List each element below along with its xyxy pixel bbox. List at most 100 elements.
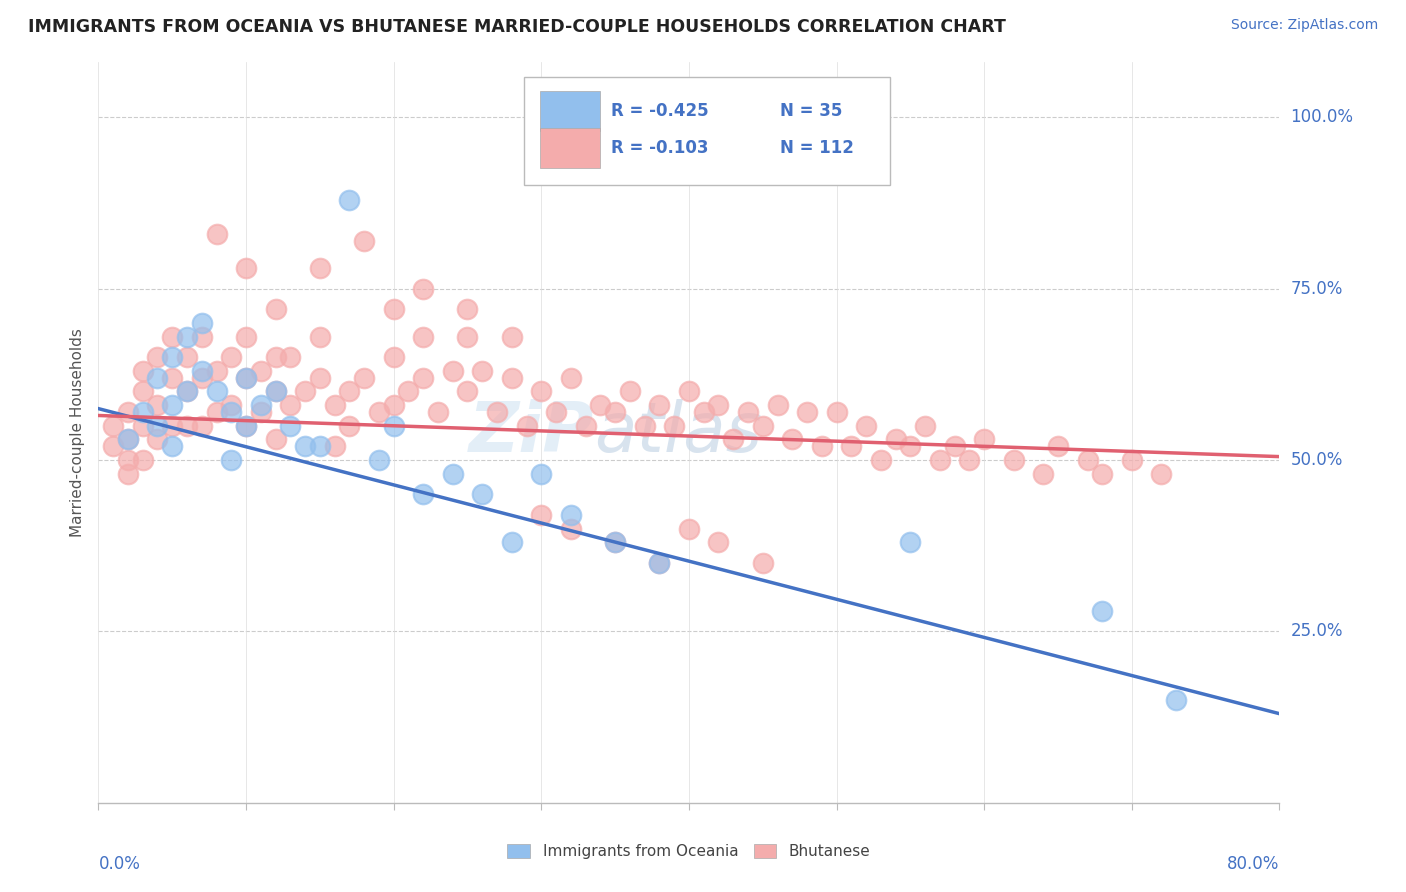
Point (132, 453, 155, 467)
Legend: Immigrants from Oceania, Bhutanese: Immigrants from Oceania, Bhutanese (502, 838, 876, 865)
Point (132, 405, 155, 419)
Text: N = 112: N = 112 (780, 138, 853, 157)
Point (280, 418, 302, 433)
Point (221, 350, 243, 364)
Point (707, 535, 730, 549)
Point (648, 398, 671, 412)
Point (752, 418, 775, 433)
FancyBboxPatch shape (540, 128, 600, 168)
Point (441, 364, 464, 378)
Point (560, 371, 582, 385)
Point (264, 433, 287, 447)
Point (457, 302, 479, 317)
Point (132, 384, 155, 399)
Point (486, 405, 509, 419)
Point (382, 350, 405, 364)
Point (589, 398, 612, 412)
Point (382, 398, 405, 412)
Point (501, 535, 523, 549)
Point (605, 535, 627, 549)
Point (530, 384, 553, 399)
Point (810, 439, 832, 453)
Point (1091, 604, 1114, 618)
Point (841, 439, 863, 453)
Point (235, 261, 257, 276)
Y-axis label: Married-couple Households: Married-couple Households (69, 328, 84, 537)
Point (162, 371, 183, 385)
Point (339, 193, 361, 207)
Point (1091, 467, 1114, 481)
Point (176, 384, 198, 399)
Point (501, 371, 523, 385)
Point (457, 384, 479, 399)
Point (382, 418, 405, 433)
Point (707, 398, 730, 412)
Point (132, 418, 155, 433)
Point (294, 439, 316, 453)
Point (264, 302, 287, 317)
Point (176, 384, 198, 399)
Point (648, 556, 671, 570)
Point (146, 418, 169, 433)
Text: Source: ZipAtlas.com: Source: ZipAtlas.com (1230, 18, 1378, 32)
Point (146, 398, 169, 412)
Text: ZiP: ZiP (470, 399, 595, 467)
Point (117, 405, 139, 419)
Point (959, 453, 981, 467)
Point (117, 467, 139, 481)
Point (162, 329, 183, 343)
Point (176, 418, 198, 433)
Point (117, 453, 139, 467)
Point (530, 467, 553, 481)
Point (205, 384, 228, 399)
Point (323, 439, 346, 453)
Point (235, 329, 257, 343)
Point (752, 556, 775, 570)
Point (1046, 439, 1070, 453)
Point (546, 405, 568, 419)
Point (1032, 467, 1054, 481)
Point (900, 439, 922, 453)
Point (103, 418, 125, 433)
Point (221, 398, 243, 412)
FancyBboxPatch shape (540, 91, 600, 130)
Text: 100.0%: 100.0% (1291, 108, 1354, 127)
Point (339, 418, 361, 433)
Point (235, 371, 257, 385)
Point (1077, 453, 1099, 467)
Point (191, 364, 214, 378)
Point (1121, 453, 1143, 467)
Point (146, 350, 169, 364)
Text: 75.0%: 75.0% (1291, 280, 1343, 298)
Point (368, 405, 391, 419)
Point (353, 234, 375, 248)
Point (309, 439, 332, 453)
Point (235, 418, 257, 433)
Point (412, 371, 434, 385)
Point (575, 418, 598, 433)
Point (412, 329, 434, 343)
Point (250, 405, 273, 419)
Text: 80.0%: 80.0% (1227, 855, 1279, 872)
Point (884, 433, 907, 447)
Point (146, 371, 169, 385)
Point (221, 453, 243, 467)
Point (471, 364, 494, 378)
Point (441, 467, 464, 481)
Point (1002, 453, 1025, 467)
Point (427, 405, 450, 419)
Point (516, 418, 538, 433)
Text: 0.0%: 0.0% (98, 855, 141, 872)
Point (264, 384, 287, 399)
Point (929, 453, 952, 467)
Text: R = -0.103: R = -0.103 (612, 138, 709, 157)
Point (191, 371, 214, 385)
Point (309, 329, 332, 343)
Point (294, 384, 316, 399)
Point (398, 384, 420, 399)
Point (103, 439, 125, 453)
Point (501, 329, 523, 343)
Point (132, 364, 155, 378)
Point (914, 418, 936, 433)
Point (221, 405, 243, 419)
